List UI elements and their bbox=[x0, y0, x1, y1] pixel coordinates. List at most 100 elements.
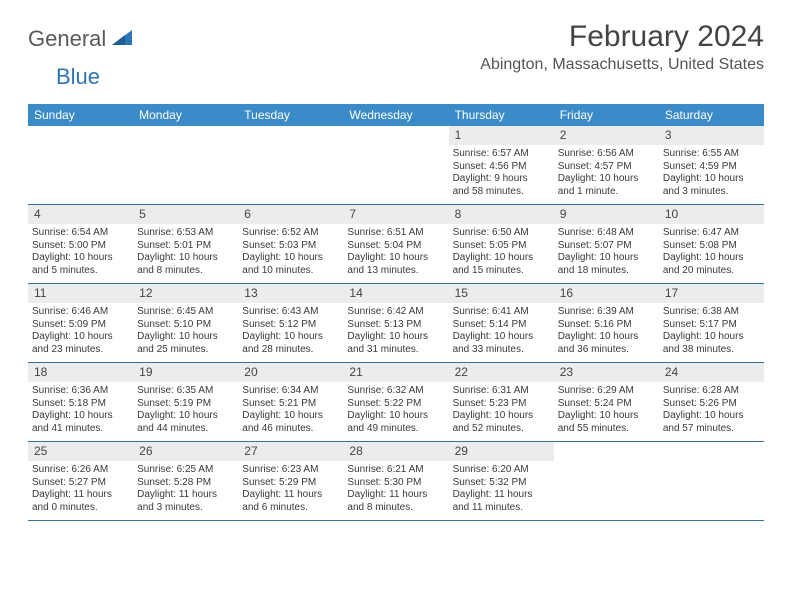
day2-text: and 1 minute. bbox=[558, 186, 655, 199]
day-number: 24 bbox=[659, 363, 764, 382]
day2-text: and 15 minutes. bbox=[453, 265, 550, 278]
day2-text: and 28 minutes. bbox=[242, 344, 339, 357]
day-cell: 6Sunrise: 6:52 AMSunset: 5:03 PMDaylight… bbox=[238, 205, 343, 283]
day-number: 5 bbox=[133, 205, 238, 224]
sunrise-text: Sunrise: 6:28 AM bbox=[663, 385, 760, 398]
day1-text: Daylight: 10 hours bbox=[242, 410, 339, 423]
sunrise-text: Sunrise: 6:39 AM bbox=[558, 306, 655, 319]
sunrise-text: Sunrise: 6:46 AM bbox=[32, 306, 129, 319]
day-cell: 27Sunrise: 6:23 AMSunset: 5:29 PMDayligh… bbox=[238, 442, 343, 520]
day2-text: and 55 minutes. bbox=[558, 423, 655, 436]
dow-cell: Friday bbox=[554, 104, 659, 126]
day2-text: and 49 minutes. bbox=[347, 423, 444, 436]
day1-text: Daylight: 10 hours bbox=[137, 252, 234, 265]
brand-word1: General bbox=[28, 26, 106, 52]
day-cell bbox=[238, 126, 343, 204]
day2-text: and 18 minutes. bbox=[558, 265, 655, 278]
day1-text: Daylight: 10 hours bbox=[347, 252, 444, 265]
sunrise-text: Sunrise: 6:32 AM bbox=[347, 385, 444, 398]
day-number: 9 bbox=[554, 205, 659, 224]
day1-text: Daylight: 10 hours bbox=[453, 410, 550, 423]
sunrise-text: Sunrise: 6:42 AM bbox=[347, 306, 444, 319]
day-cell: 29Sunrise: 6:20 AMSunset: 5:32 PMDayligh… bbox=[449, 442, 554, 520]
day1-text: Daylight: 10 hours bbox=[137, 331, 234, 344]
day-cell: 24Sunrise: 6:28 AMSunset: 5:26 PMDayligh… bbox=[659, 363, 764, 441]
sunset-text: Sunset: 5:21 PM bbox=[242, 398, 339, 411]
location-label: Abington, Massachusetts, United States bbox=[480, 56, 764, 74]
sunrise-text: Sunrise: 6:48 AM bbox=[558, 227, 655, 240]
sunset-text: Sunset: 5:29 PM bbox=[242, 477, 339, 490]
day1-text: Daylight: 10 hours bbox=[663, 252, 760, 265]
day2-text: and 8 minutes. bbox=[137, 265, 234, 278]
day-number: 18 bbox=[28, 363, 133, 382]
day2-text: and 0 minutes. bbox=[32, 502, 129, 515]
day-cell: 15Sunrise: 6:41 AMSunset: 5:14 PMDayligh… bbox=[449, 284, 554, 362]
calendar-page: General February 2024 Abington, Massachu… bbox=[0, 0, 792, 541]
day1-text: Daylight: 10 hours bbox=[558, 410, 655, 423]
sunset-text: Sunset: 5:10 PM bbox=[137, 319, 234, 332]
sunset-text: Sunset: 4:56 PM bbox=[453, 161, 550, 174]
day-cell: 7Sunrise: 6:51 AMSunset: 5:04 PMDaylight… bbox=[343, 205, 448, 283]
day2-text: and 31 minutes. bbox=[347, 344, 444, 357]
day1-text: Daylight: 10 hours bbox=[453, 331, 550, 344]
dow-cell: Sunday bbox=[28, 104, 133, 126]
sunset-text: Sunset: 5:08 PM bbox=[663, 240, 760, 253]
day-number: 29 bbox=[449, 442, 554, 461]
sunrise-text: Sunrise: 6:35 AM bbox=[137, 385, 234, 398]
sunrise-text: Sunrise: 6:25 AM bbox=[137, 464, 234, 477]
day1-text: Daylight: 10 hours bbox=[558, 252, 655, 265]
day-number: 26 bbox=[133, 442, 238, 461]
sunset-text: Sunset: 5:07 PM bbox=[558, 240, 655, 253]
day1-text: Daylight: 9 hours bbox=[453, 173, 550, 186]
day1-text: Daylight: 11 hours bbox=[242, 489, 339, 502]
day2-text: and 33 minutes. bbox=[453, 344, 550, 357]
day2-text: and 20 minutes. bbox=[663, 265, 760, 278]
sunrise-text: Sunrise: 6:26 AM bbox=[32, 464, 129, 477]
day-cell bbox=[554, 442, 659, 520]
brand-logo: General bbox=[28, 20, 134, 52]
day-cell: 17Sunrise: 6:38 AMSunset: 5:17 PMDayligh… bbox=[659, 284, 764, 362]
sunset-text: Sunset: 5:12 PM bbox=[242, 319, 339, 332]
sunset-text: Sunset: 5:23 PM bbox=[453, 398, 550, 411]
sunrise-text: Sunrise: 6:41 AM bbox=[453, 306, 550, 319]
day1-text: Daylight: 10 hours bbox=[663, 173, 760, 186]
day-number: 10 bbox=[659, 205, 764, 224]
day2-text: and 38 minutes. bbox=[663, 344, 760, 357]
week-row: 11Sunrise: 6:46 AMSunset: 5:09 PMDayligh… bbox=[28, 284, 764, 363]
sunset-text: Sunset: 4:57 PM bbox=[558, 161, 655, 174]
dow-cell: Thursday bbox=[449, 104, 554, 126]
day-cell: 21Sunrise: 6:32 AMSunset: 5:22 PMDayligh… bbox=[343, 363, 448, 441]
day2-text: and 11 minutes. bbox=[453, 502, 550, 515]
day-number: 17 bbox=[659, 284, 764, 303]
sunrise-text: Sunrise: 6:56 AM bbox=[558, 148, 655, 161]
day-cell bbox=[133, 126, 238, 204]
day1-text: Daylight: 10 hours bbox=[663, 331, 760, 344]
day2-text: and 3 minutes. bbox=[663, 186, 760, 199]
day1-text: Daylight: 10 hours bbox=[137, 410, 234, 423]
sunset-text: Sunset: 5:00 PM bbox=[32, 240, 129, 253]
day-cell: 26Sunrise: 6:25 AMSunset: 5:28 PMDayligh… bbox=[133, 442, 238, 520]
day-cell: 1Sunrise: 6:57 AMSunset: 4:56 PMDaylight… bbox=[449, 126, 554, 204]
day-cell: 4Sunrise: 6:54 AMSunset: 5:00 PMDaylight… bbox=[28, 205, 133, 283]
day-cell: 13Sunrise: 6:43 AMSunset: 5:12 PMDayligh… bbox=[238, 284, 343, 362]
day-cell: 9 Sunrise: 6:48 AMSunset: 5:07 PMDaylight… bbox=[554, 205, 659, 283]
day-cell: 18Sunrise: 6:36 AMSunset: 5:18 PMDayligh… bbox=[28, 363, 133, 441]
day-number: 4 bbox=[28, 205, 133, 224]
day-cell: 3Sunrise: 6:55 AMSunset: 4:59 PMDaylight… bbox=[659, 126, 764, 204]
day2-text: and 25 minutes. bbox=[137, 344, 234, 357]
day2-text: and 36 minutes. bbox=[558, 344, 655, 357]
day1-text: Daylight: 10 hours bbox=[32, 331, 129, 344]
day-cell bbox=[28, 126, 133, 204]
day2-text: and 52 minutes. bbox=[453, 423, 550, 436]
day-cell: 10Sunrise: 6:47 AMSunset: 5:08 PMDayligh… bbox=[659, 205, 764, 283]
sunset-text: Sunset: 5:13 PM bbox=[347, 319, 444, 332]
day-cell: 12Sunrise: 6:45 AMSunset: 5:10 PMDayligh… bbox=[133, 284, 238, 362]
day-number: 8 bbox=[449, 205, 554, 224]
month-title: February 2024 bbox=[480, 20, 764, 54]
day-number: 3 bbox=[659, 126, 764, 145]
sunrise-text: Sunrise: 6:38 AM bbox=[663, 306, 760, 319]
day1-text: Daylight: 10 hours bbox=[347, 331, 444, 344]
sunrise-text: Sunrise: 6:23 AM bbox=[242, 464, 339, 477]
sunset-text: Sunset: 5:01 PM bbox=[137, 240, 234, 253]
day-cell: 20Sunrise: 6:34 AMSunset: 5:21 PMDayligh… bbox=[238, 363, 343, 441]
